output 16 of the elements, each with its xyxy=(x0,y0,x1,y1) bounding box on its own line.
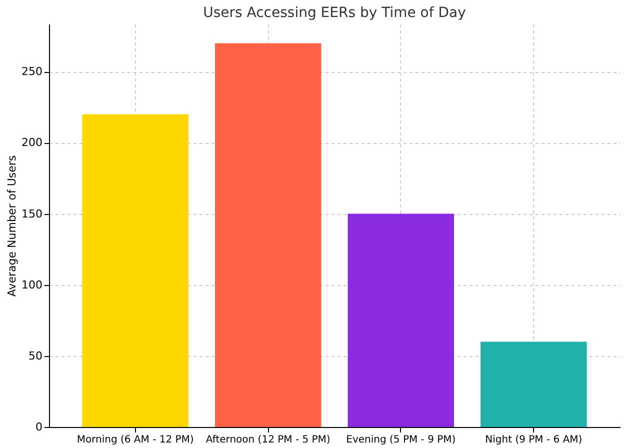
x-tick-label: Night (9 PM - 6 AM) xyxy=(485,434,582,446)
y-tick-label: 0 xyxy=(36,420,42,434)
x-tick-label: Afternoon (12 PM - 5 PM) xyxy=(206,434,330,446)
x-tick-label: Evening (5 PM - 9 PM) xyxy=(346,434,456,446)
y-tick-label: 100 xyxy=(22,278,42,292)
x-tick-label: Morning (6 AM - 12 PM) xyxy=(76,434,194,446)
bar xyxy=(480,342,587,427)
bar xyxy=(214,43,322,427)
chart-title: Users Accessing EERs by Time of Day xyxy=(203,5,466,21)
y-tick-label: 150 xyxy=(22,207,42,220)
y-tick-label: 250 xyxy=(22,65,42,78)
y-tick-label: 200 xyxy=(22,136,42,150)
bar xyxy=(82,114,188,427)
bar xyxy=(348,214,454,427)
y-tick-label: 50 xyxy=(28,349,42,362)
y-axis-title: Average Number of Users xyxy=(6,155,19,297)
